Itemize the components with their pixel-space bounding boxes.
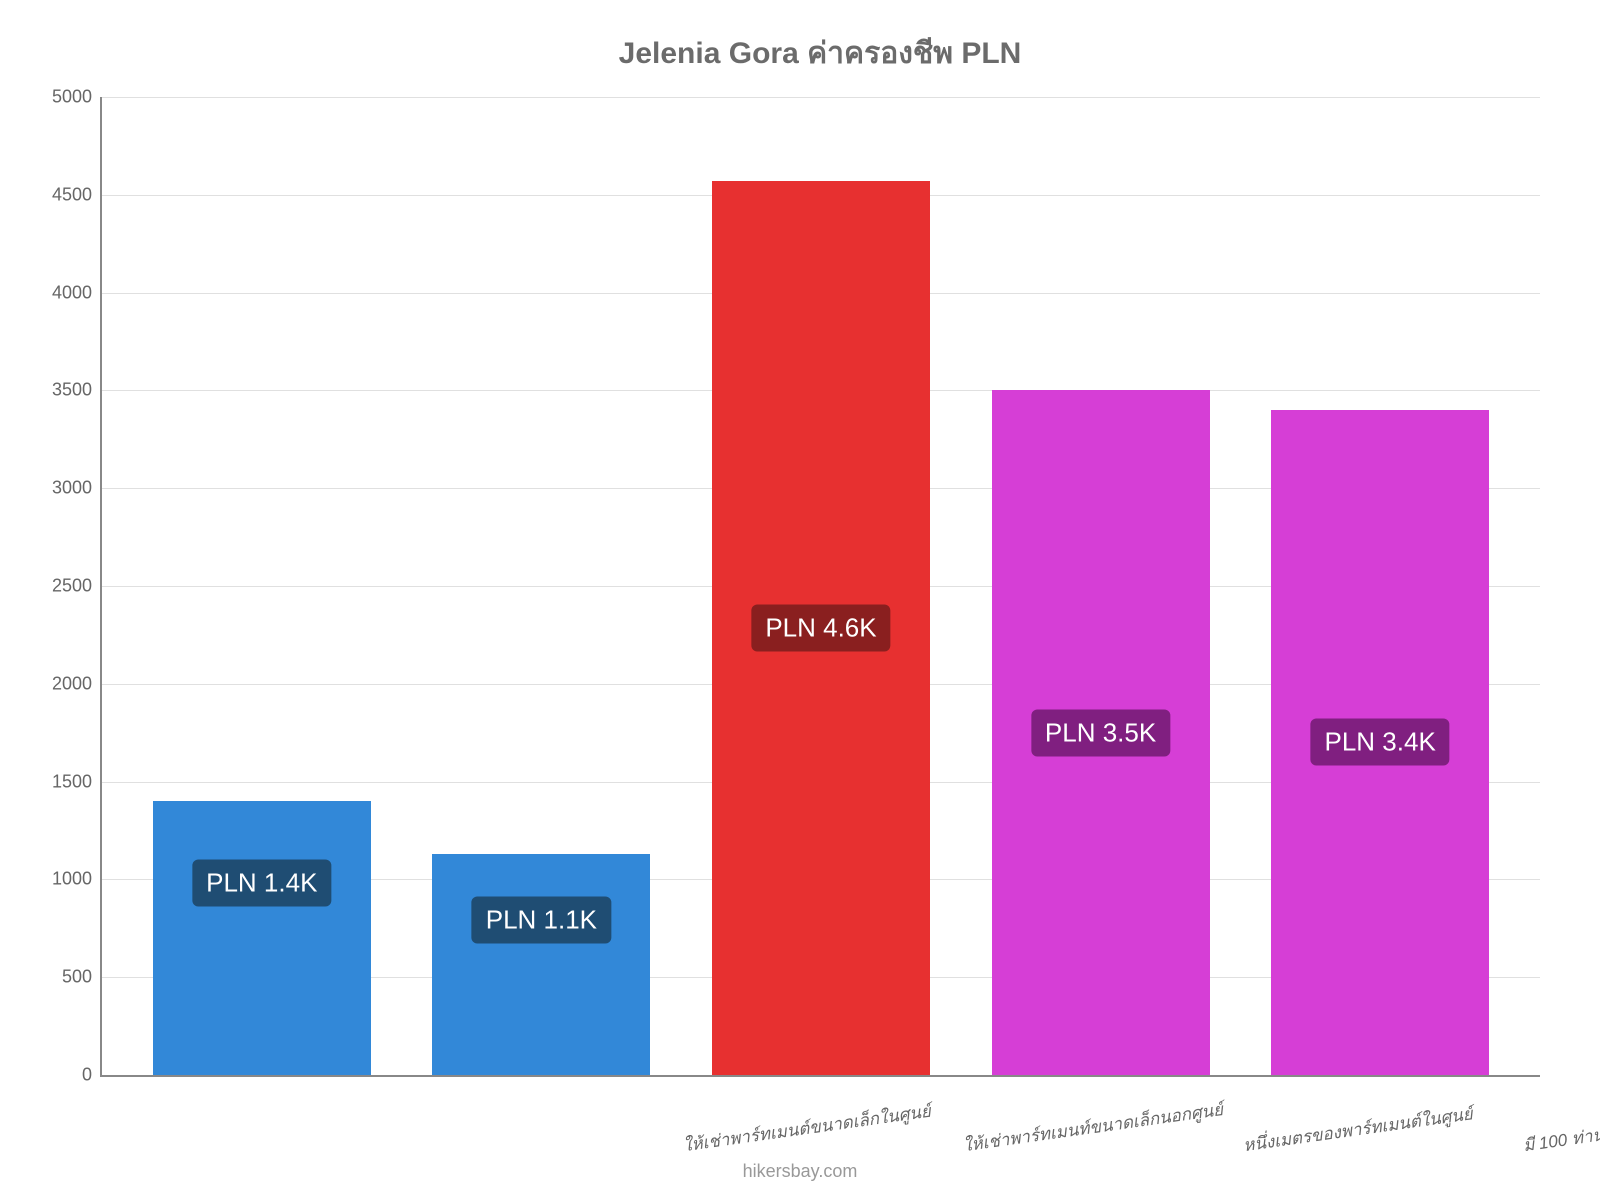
bar-slot: PLN 1.4K [122,97,402,1075]
ytick-label: 3000 [52,478,102,499]
xtick-label: ให้เช่าพาร์ทเมนต์ขนาดเล็กในศูนย์ [681,1094,962,1160]
ytick-label: 0 [82,1065,102,1086]
bar-slot: PLN 1.1K [402,97,682,1075]
chart-container: Jelenia Gora ค่าครองชีพ PLN 050010001500… [0,0,1600,1200]
bar: PLN 3.4K [1271,410,1489,1075]
ytick-label: 3500 [52,380,102,401]
xtick-label: มี 100 ท่านกำลังค้นหาที่พักในอารีนา [1521,1094,1600,1160]
ytick-label: 4000 [52,282,102,303]
ytick-label: 1000 [52,869,102,890]
bar-slot: PLN 3.5K [961,97,1241,1075]
ytick-label: 2500 [52,576,102,597]
bar: PLN 3.5K [992,390,1210,1075]
bar: PLN 1.4K [153,801,371,1075]
chart-footer: hikersbay.com [0,1161,1600,1182]
xtick-label: ให้เช่าพาร์ทเมนท์ขนาดเล็กนอกศูนย์ [961,1094,1242,1160]
plot-area: 0500100015002000250030003500400045005000… [100,97,1540,1077]
ytick-label: 1500 [52,771,102,792]
bar-value-label: PLN 4.6K [751,605,890,652]
chart-title: Jelenia Gora ค่าครองชีพ PLN [100,30,1540,77]
bar-slot: PLN 3.4K [1240,97,1520,1075]
bar: PLN 4.6K [712,181,930,1075]
ytick-label: 500 [62,967,102,988]
x-labels: ให้เช่าพาร์ทเมนต์ขนาดเล็กในศูนย์ให้เช่าพ… [100,1113,1540,1140]
xtick-label: หนึ่งเมตรของพาร์ทเมนต์ในศูนย์ [1241,1094,1522,1160]
bar-value-label: PLN 1.4K [192,860,331,907]
bar-value-label: PLN 3.4K [1311,719,1450,766]
bar-slot: PLN 4.6K [681,97,961,1075]
bar: PLN 1.1K [432,854,650,1075]
bar-value-label: PLN 1.1K [472,897,611,944]
ytick-label: 5000 [52,87,102,108]
ytick-label: 2000 [52,673,102,694]
ytick-label: 4500 [52,184,102,205]
bar-value-label: PLN 3.5K [1031,709,1170,756]
bars-group: PLN 1.4K PLN 1.1K PLN 4.6K PLN 3.5K PLN 3.4K [102,97,1540,1075]
